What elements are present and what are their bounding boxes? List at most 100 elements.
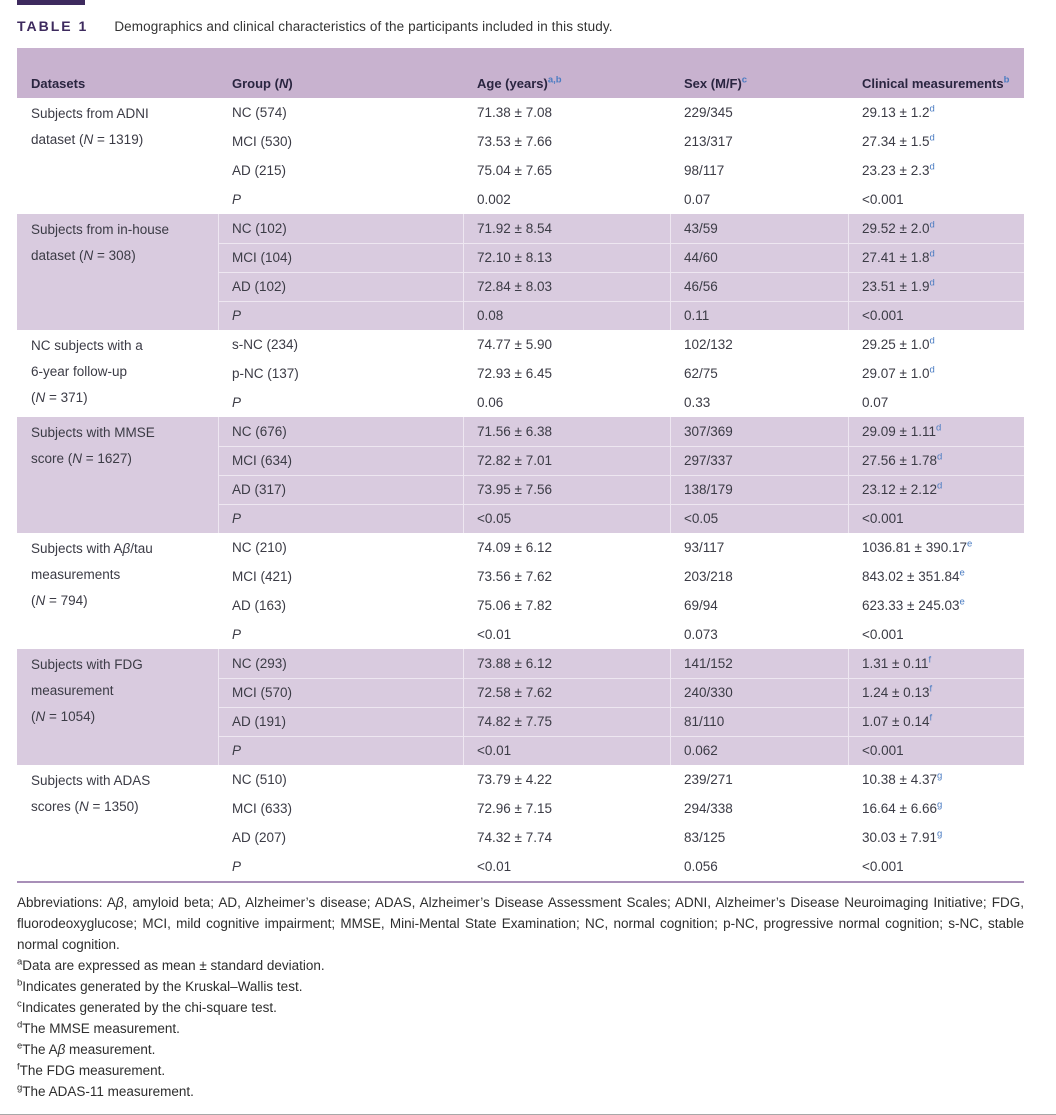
header-cell: Age (years)a,b: [477, 74, 562, 91]
clinical-cell: 23.23 ± 2.3d: [862, 161, 935, 178]
sex-cell: 62/75: [684, 366, 718, 381]
sex-cell: 138/179: [670, 475, 848, 504]
group-cell: P: [218, 736, 463, 765]
age-cell: 71.92 ± 8.54: [463, 214, 670, 243]
footnote-item: gThe ADAS-11 measurement.: [17, 1082, 194, 1099]
clinical-cell: 27.56 ± 1.78d: [848, 446, 1024, 475]
age-cell: 0.08: [463, 301, 670, 330]
age-cell: 74.09 ± 6.12: [477, 540, 552, 555]
clinical-cell: 29.07 ± 1.0d: [862, 364, 935, 381]
age-cell: 0.06: [477, 395, 504, 410]
clinical-cell: 23.12 ± 2.12d: [848, 475, 1024, 504]
abbreviations-note: Abbreviations: Aβ, amyloid beta; AD, Alz…: [17, 895, 1024, 952]
sex-cell: 81/110: [670, 707, 848, 736]
group-cell: MCI (633): [232, 801, 293, 816]
group-cell: P: [218, 504, 463, 533]
table-body: Subjects from ADNI dataset (N = 1319) NC (…: [17, 98, 1024, 881]
clinical-cell: 29.09 ± 1.11d: [848, 417, 1024, 446]
footnote-item: bIndicates generated by the Kruskal–Wall…: [17, 977, 303, 994]
table-title-row: TABLE 1 Demographics and clinical charac…: [17, 18, 1024, 34]
clinical-cell: 0.07: [862, 395, 889, 410]
sex-cell: 98/117: [684, 163, 725, 178]
group-cell: P: [232, 859, 242, 874]
clinical-cell: 16.64 ± 6.66g: [862, 799, 943, 816]
group-cell: AD (102): [218, 272, 463, 301]
age-cell: 72.96 ± 7.15: [477, 801, 552, 816]
sex-cell: 0.073: [684, 627, 718, 642]
sex-cell: 69/94: [684, 598, 718, 613]
group-cell: MCI (104): [218, 243, 463, 272]
group-cell: AD (215): [232, 163, 287, 178]
sex-cell: 44/60: [670, 243, 848, 272]
age-cell: 75.06 ± 7.82: [477, 598, 552, 613]
age-cell: 72.93 ± 6.45: [477, 366, 552, 381]
header-cell: Sex (M/F)c: [684, 74, 748, 91]
age-cell: 74.77 ± 5.90: [477, 337, 552, 352]
dataset-cell: NC subjects with a 6-year follow-up (N = 3…: [31, 338, 143, 405]
group-cell: P: [232, 395, 242, 410]
age-cell: 73.56 ± 7.62: [477, 569, 552, 584]
footnote-item: cIndicates generated by the chi-square t…: [17, 998, 277, 1015]
sex-cell: <0.05: [670, 504, 848, 533]
table-footnotes: Abbreviations: Aβ, amyloid beta; AD, Alz…: [17, 892, 1024, 1102]
table-header-row: Datasets Group (N) Age (years)a,b Sex (M/F)…: [17, 48, 1024, 98]
age-cell: 72.58 ± 7.62: [463, 678, 670, 707]
header-cell: Datasets: [31, 76, 86, 91]
table-caption: Demographics and clinical characteristic…: [114, 19, 613, 34]
age-cell: 74.82 ± 7.75: [463, 707, 670, 736]
sex-cell: 43/59: [670, 214, 848, 243]
sex-cell: 0.11: [670, 301, 848, 330]
dataset-block: Subjects with MMSE score (N = 1627) NC (67…: [17, 417, 1024, 533]
footnote-item: fThe FDG measurement.: [17, 1061, 166, 1078]
dataset-block: Subjects from ADNI dataset (N = 1319) NC (…: [17, 98, 1024, 214]
dataset-block: Subjects with Aβ/tau measurements (N = 794…: [17, 533, 1024, 649]
group-cell: MCI (421): [232, 569, 293, 584]
group-cell: NC (293): [218, 649, 463, 678]
clinical-cell: 623.33 ± 245.03e: [862, 596, 965, 613]
clinical-cell: <0.001: [862, 859, 904, 874]
clinical-cell: 27.34 ± 1.5d: [862, 132, 935, 149]
dataset-cell: Subjects with ADAS scores (N = 1350): [31, 773, 151, 814]
sex-cell: 102/132: [684, 337, 733, 352]
clinical-cell: <0.001: [848, 301, 1024, 330]
group-cell: MCI (570): [218, 678, 463, 707]
header-cell: Group (N): [232, 76, 293, 91]
age-cell: 0.002: [477, 192, 511, 207]
sex-cell: 297/337: [670, 446, 848, 475]
group-cell: P: [218, 301, 463, 330]
group-cell: P: [232, 627, 242, 642]
group-cell: AD (207): [232, 830, 287, 845]
clinical-cell: 1036.81 ± 390.17e: [862, 538, 973, 555]
footnote-item: eThe Aβ measurement.: [17, 1040, 156, 1057]
group-cell: AD (317): [218, 475, 463, 504]
sex-cell: 93/117: [684, 540, 725, 555]
sex-cell: 141/152: [670, 649, 848, 678]
age-cell: 73.53 ± 7.66: [477, 134, 552, 149]
dataset-block: Subjects with FDG measurement (N = 1054) NC…: [17, 649, 1024, 765]
age-cell: <0.05: [463, 504, 670, 533]
demographics-table: Datasets Group (N) Age (years)a,b Sex (M/F)…: [17, 48, 1024, 883]
sex-cell: 213/317: [684, 134, 733, 149]
age-cell: 73.95 ± 7.56: [463, 475, 670, 504]
dataset-block: NC subjects with a 6-year follow-up (N = 3…: [17, 330, 1024, 417]
dataset-cell: Subjects with Aβ/tau measurements (N = 794…: [31, 541, 153, 608]
clinical-cell: 1.24 ± 0.13f: [848, 678, 1024, 707]
clinical-cell: <0.001: [862, 192, 904, 207]
clinical-cell: 10.38 ± 4.37g: [862, 770, 943, 787]
clinical-cell: 30.03 ± 7.91g: [862, 828, 943, 845]
clinical-cell: 29.52 ± 2.0d: [848, 214, 1024, 243]
age-cell: 72.84 ± 8.03: [463, 272, 670, 301]
sex-cell: 307/369: [670, 417, 848, 446]
footnote-list: aData are expressed as mean ± standard d…: [17, 955, 1024, 1102]
group-cell: MCI (634): [218, 446, 463, 475]
age-cell: 72.10 ± 8.13: [463, 243, 670, 272]
clinical-cell: 843.02 ± 351.84e: [862, 567, 965, 584]
footnote-item: aData are expressed as mean ± standard d…: [17, 956, 325, 973]
dataset-cell: Subjects from in-house dataset (N = 308): [31, 222, 170, 263]
table-anchor-mark: [17, 0, 85, 5]
footnote-item: dThe MMSE measurement.: [17, 1019, 180, 1036]
dataset-block: Subjects with ADAS scores (N = 1350) NC (5…: [17, 765, 1024, 881]
age-cell: <0.01: [477, 627, 512, 642]
clinical-cell: 23.51 ± 1.9d: [848, 272, 1024, 301]
clinical-cell: 1.31 ± 0.11f: [848, 649, 1024, 678]
